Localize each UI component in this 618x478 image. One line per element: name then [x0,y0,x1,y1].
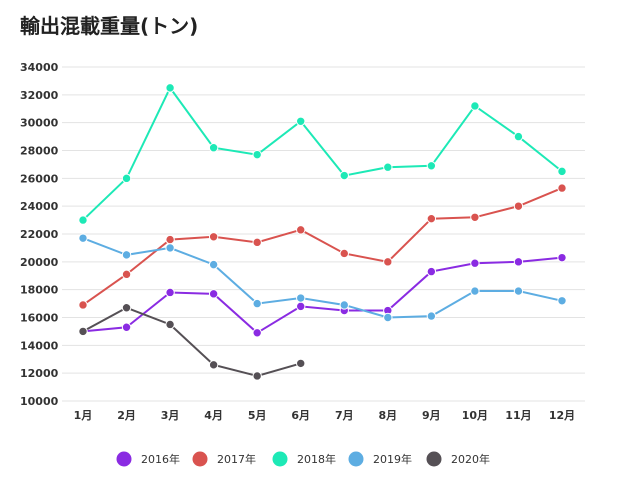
data-point [426,161,437,171]
legend-label: 2020年 [451,452,490,466]
data-point [208,289,219,299]
x-tick-label: 5月 [248,409,267,422]
data-point [296,225,306,235]
data-point [252,298,262,309]
y-tick-label: 20000 [20,256,59,269]
data-point [339,248,349,259]
x-tick-label: 12月 [549,409,575,422]
series-line-1 [82,187,563,306]
data-point [383,312,393,323]
x-tick-label: 11月 [505,409,531,422]
data-point [78,215,88,225]
data-point [470,101,480,111]
data-point [121,322,132,332]
y-tick-label: 22000 [20,228,59,241]
data-point [513,286,524,296]
legend-marker [426,451,442,467]
data-point [383,162,393,172]
y-tick-label: 10000 [20,395,59,408]
data-point [557,183,567,193]
data-point [165,319,175,330]
series-lines [82,85,563,377]
data-point [470,286,480,296]
legend-marker [348,451,364,467]
data-point [513,257,524,267]
y-tick-label: 24000 [20,200,59,213]
data-point [296,358,306,369]
x-tick-label: 2月 [117,409,136,422]
series-line-2 [82,85,563,221]
series-line-3 [82,237,563,319]
y-tick-label: 16000 [20,312,59,325]
data-point [121,250,132,260]
data-point [208,232,219,242]
data-point [426,266,437,277]
data-point [121,173,132,184]
x-tick-label: 10月 [462,409,488,422]
data-point [208,360,219,370]
data-point [165,243,175,253]
data-point [426,213,437,224]
data-point [165,287,175,298]
x-tick-label: 9月 [422,409,441,422]
data-point [252,149,262,160]
data-point [208,143,219,153]
data-point [339,170,349,181]
data-point [78,233,88,243]
x-tick-label: 1月 [74,409,93,422]
data-point [252,237,262,248]
x-tick-label: 6月 [291,409,310,422]
chart-title: 輸出混載重量(トン) [20,14,199,38]
x-tick-label: 4月 [204,409,223,422]
x-tick-label: 8月 [378,409,397,422]
data-point [121,269,132,280]
y-tick-label: 26000 [20,172,59,185]
legend-label: 2017年 [217,452,256,466]
data-point [165,234,175,245]
legend-marker [116,451,132,467]
data-point [78,300,88,310]
data-point [121,303,132,313]
data-point [470,258,480,268]
data-point [252,371,262,381]
y-tick-label: 34000 [20,61,59,74]
data-point [296,116,306,126]
data-point [252,328,262,338]
grid-lines [62,66,585,402]
legend-marker [192,451,208,467]
legend-label: 2019年 [373,452,412,466]
data-point [557,296,567,306]
y-tick-label: 14000 [20,339,59,352]
y-tick-label: 32000 [20,89,59,102]
y-tick-label: 30000 [20,117,59,130]
data-point [78,326,88,337]
data-point [208,259,219,270]
y-tick-label: 28000 [20,145,59,158]
series-points [78,83,567,381]
data-point [296,293,306,303]
legend: 2016年 2017年 2018年 2019年 2020年 [116,451,490,467]
x-tick-label: 3月 [161,409,180,422]
legend-label: 2018年 [297,452,336,466]
y-axis: 10000 12000 14000 16000 18000 20000 22000 24000… [20,61,59,408]
data-point [383,257,393,267]
data-point [165,83,175,93]
x-tick-label: 7月 [335,409,354,422]
data-point [513,201,524,211]
series-line-0 [82,256,563,335]
data-point [426,311,437,321]
legend-marker [272,451,288,467]
data-point [557,166,567,177]
data-point [513,131,524,142]
data-point [339,300,349,310]
x-axis: 1月 2月 3月 4月 5月 6月 7月 8月 9月 10月 11月 12月 [74,409,575,422]
data-point [557,252,567,263]
y-tick-label: 12000 [20,367,59,380]
legend-label: 2016年 [141,452,180,466]
y-tick-label: 18000 [20,284,59,297]
data-point [296,301,306,312]
series-line-4 [82,306,302,377]
data-point [470,212,480,223]
